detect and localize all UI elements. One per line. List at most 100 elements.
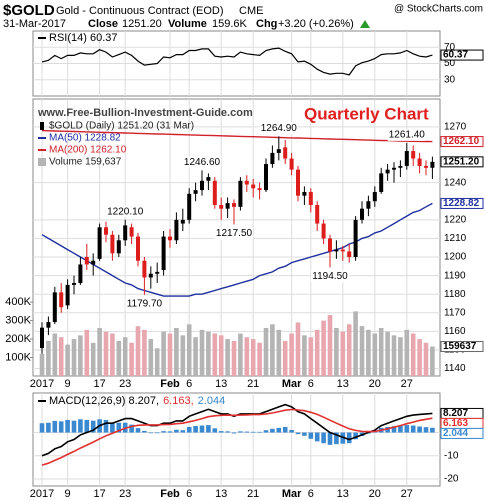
volume-bar xyxy=(276,329,282,376)
candle-body xyxy=(180,219,185,224)
candle-body xyxy=(289,158,294,170)
volume-bar xyxy=(212,333,218,376)
histogram-bar xyxy=(65,419,70,433)
x-tick-label: 23 xyxy=(119,488,131,500)
x-tick-label: 13 xyxy=(215,488,227,500)
histogram-bar xyxy=(167,431,173,433)
histogram-bar xyxy=(238,431,243,433)
volume-bar xyxy=(353,311,358,376)
change-value: +3.20 (+0.26%) xyxy=(278,18,354,30)
candle-body xyxy=(187,193,192,220)
annotation: 1246.60 xyxy=(184,157,221,168)
volume-bar xyxy=(180,335,186,376)
histogram-bar xyxy=(71,420,77,433)
histogram-bar xyxy=(353,432,358,440)
volume-bar xyxy=(193,337,198,376)
histogram-bar xyxy=(257,431,262,433)
candle-body xyxy=(257,188,262,191)
histogram-bar xyxy=(398,425,403,433)
x-tick-label: 13 xyxy=(337,488,349,500)
volume-bar xyxy=(391,335,397,376)
histogram-bar xyxy=(430,427,435,433)
annotation-bg xyxy=(311,270,349,283)
date: 31-Mar-2017 xyxy=(3,18,66,30)
end-label: 8.207 xyxy=(443,408,468,419)
volume-bar xyxy=(142,329,147,376)
candle-body xyxy=(59,292,64,308)
volume-bar xyxy=(97,327,102,376)
annotation-bg xyxy=(387,128,426,141)
volume-bar xyxy=(84,329,90,376)
candle-body xyxy=(206,177,211,181)
text-layer: www.Free-Bullion-Investment-Guide.com Qu… xyxy=(5,32,484,500)
end-label-box xyxy=(440,427,484,439)
x-tick-label: Mar xyxy=(282,378,302,390)
x-tick-label: 27 xyxy=(401,488,413,500)
candle-body xyxy=(136,236,140,261)
volume-bar xyxy=(148,339,154,376)
end-label: 60.37 xyxy=(443,50,468,61)
x-tick-label: Feb xyxy=(160,488,180,500)
annotation: 1194.50 xyxy=(312,271,348,282)
candle-body xyxy=(385,169,390,174)
volume-bar xyxy=(218,335,224,376)
y-tick-label: 1240 xyxy=(444,177,467,188)
candle-body xyxy=(148,273,153,278)
candle-body xyxy=(276,149,281,153)
histogram-bar xyxy=(135,428,141,433)
end-label: 1251.20 xyxy=(443,156,480,167)
volume-bar xyxy=(321,320,326,376)
volume-tick-label: 400K xyxy=(5,296,31,308)
candle-body xyxy=(174,219,179,241)
y-tick-label: 1270 xyxy=(444,122,467,133)
volume-bar xyxy=(103,331,109,376)
candle-body xyxy=(430,161,435,168)
histogram-bar xyxy=(423,427,429,433)
annotation: 1179.70 xyxy=(127,298,163,309)
x-tick-label: 17 xyxy=(93,378,105,390)
histogram-bar xyxy=(225,431,230,433)
y-tick-label: 50 xyxy=(444,58,456,69)
end-label-box xyxy=(440,136,484,148)
x-tick-label: 21 xyxy=(247,378,259,390)
histogram-bar xyxy=(148,432,154,434)
histogram-bar xyxy=(334,432,339,445)
y-tick-label: 1200 xyxy=(444,252,467,263)
histogram-bar xyxy=(244,431,250,433)
volume-value: 159.6K xyxy=(212,18,248,30)
histogram-bar xyxy=(218,431,224,433)
x-tick-label: 13 xyxy=(337,378,349,390)
y-tick-label: 1220 xyxy=(444,214,467,225)
annotation-bg xyxy=(106,205,145,218)
volume-bar xyxy=(366,329,371,376)
symbol: $GOLD xyxy=(3,2,55,19)
annotation-bg xyxy=(125,297,164,310)
histogram-bar xyxy=(46,422,51,433)
candle-body xyxy=(404,151,409,166)
end-label: 159637 xyxy=(443,341,477,352)
volume-bar xyxy=(39,353,45,376)
volume-bar xyxy=(327,315,333,376)
histogram-bar xyxy=(263,430,269,433)
volume-bar xyxy=(417,339,422,376)
histogram-bar xyxy=(52,420,58,433)
candle-body xyxy=(302,191,307,196)
end-label-box xyxy=(440,197,484,209)
y-tick-label: -20 xyxy=(444,474,459,485)
legend-label: RSI(14) 60.37 xyxy=(49,32,117,44)
moving-average-line xyxy=(41,129,433,143)
volume-bar xyxy=(116,340,122,376)
close-value: 1251.20 xyxy=(122,18,162,30)
histogram-bar xyxy=(154,432,160,434)
histogram-bar xyxy=(39,423,45,433)
y-tick-label: 1180 xyxy=(444,289,466,300)
moving-average-line xyxy=(41,202,433,297)
x-tick-label: Mar xyxy=(282,488,302,500)
end-label: 1228.82 xyxy=(443,198,480,209)
x-tick-label: 2017 xyxy=(30,488,54,500)
annotation-bg xyxy=(183,156,221,169)
candle-body xyxy=(270,152,275,165)
histogram-bar xyxy=(282,426,288,433)
candle-body xyxy=(315,204,320,224)
histogram-bar xyxy=(295,432,301,435)
